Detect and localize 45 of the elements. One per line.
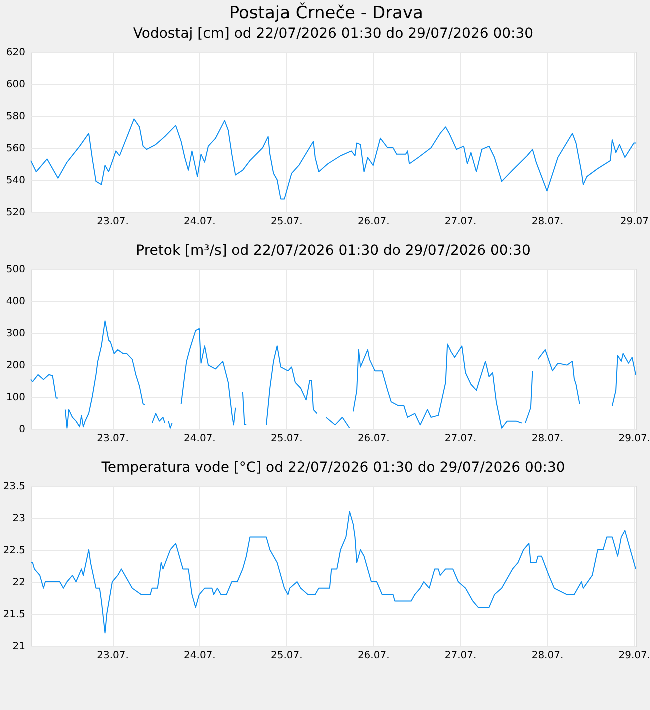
x-tick-label: 29.07. — [618, 650, 650, 662]
x-tick-label: 25.07. — [271, 650, 303, 662]
x-tick-label: 25.07. — [271, 434, 303, 444]
x-tick-label: 23.07. — [97, 216, 129, 228]
y-tick-label: 23.5 — [3, 482, 26, 492]
y-tick-label: 600 — [6, 80, 26, 90]
x-tick-label: 28.07. — [532, 434, 564, 444]
x-tick-label: 27.07. — [444, 434, 477, 444]
y-tick-label: 0 — [19, 424, 26, 436]
chart-subtitle: Vodostaj [cm] od 22/07/2026 01:30 do 29/07/2026 00:30 — [133, 26, 534, 42]
x-tick-label: 29.07. — [618, 434, 650, 444]
chart-title: Postaja Črneče - Drava — [229, 2, 424, 24]
y-tick-label: 580 — [6, 112, 26, 122]
x-tick-label: 25.07. — [271, 216, 303, 228]
x-tick-label: 29.07 — [620, 216, 650, 228]
y-tick-label: 200 — [6, 360, 26, 372]
y-tick-label: 540 — [6, 176, 26, 186]
y-tick-label: 21 — [12, 642, 26, 652]
x-tick-label: 27.07. — [444, 650, 477, 662]
x-tick-label: 26.07. — [358, 434, 390, 444]
x-tick-label: 28.07. — [532, 650, 564, 662]
y-tick-label: 500 — [6, 264, 26, 276]
y-tick-label: 21.5 — [3, 610, 26, 620]
x-tick-label: 23.07. — [97, 650, 129, 662]
y-tick-label: 23 — [12, 514, 26, 524]
line-series — [30, 511, 636, 634]
y-tick-label: 560 — [6, 144, 26, 154]
x-tick-label: 24.07. — [184, 650, 216, 662]
line-series — [30, 118, 636, 200]
y-tick-label: 520 — [6, 208, 26, 218]
x-tick-label: 27.07. — [444, 216, 477, 228]
y-tick-label: 300 — [6, 328, 26, 340]
y-tick-label: 22 — [12, 578, 26, 588]
y-tick-label: 22.5 — [3, 546, 26, 556]
y-tick-label: 620 — [6, 48, 26, 58]
chart-title: Pretok [m³/s] od 22/07/2026 01:30 do 29/07/2026 00:30 — [136, 243, 531, 259]
x-tick-label: 28.07. — [532, 216, 564, 228]
chart-title: Temperatura vode [°C] od 22/07/2026 01:30 do 29/07/2026 00:30 — [100, 460, 566, 476]
y-tick-label: 100 — [6, 392, 26, 404]
y-tick-label: 400 — [6, 296, 26, 308]
x-tick-label: 26.07. — [358, 650, 390, 662]
x-tick-label: 24.07. — [184, 216, 216, 228]
x-tick-label: 26.07. — [358, 216, 390, 228]
x-tick-label: 24.07. — [184, 434, 216, 444]
x-tick-label: 23.07. — [97, 434, 129, 444]
